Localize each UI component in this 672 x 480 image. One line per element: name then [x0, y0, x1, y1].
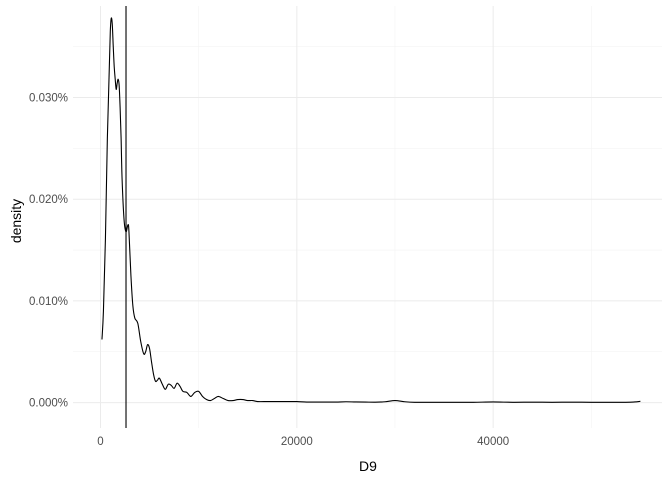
y-axis-tick-labels: 0.000% 0.010% 0.020% 0.030%: [29, 93, 68, 410]
x-tick-label: 40000: [477, 436, 509, 448]
x-axis-tick-labels: 0 20000 40000: [97, 436, 509, 448]
x-tick-label: 0: [97, 436, 103, 448]
density-curve-layer: [101, 17, 641, 403]
y-tick-label: 0.030%: [29, 93, 68, 105]
x-tick-label: 20000: [281, 436, 313, 448]
y-axis-title: density: [8, 199, 24, 243]
density-curve: [101, 17, 641, 403]
x-axis-title: D9: [359, 458, 377, 474]
grid-lines: [73, 6, 662, 428]
y-tick-label: 0.020%: [29, 194, 68, 206]
y-tick-label: 0.010%: [29, 296, 68, 308]
y-tick-label: 0.000%: [29, 398, 68, 410]
